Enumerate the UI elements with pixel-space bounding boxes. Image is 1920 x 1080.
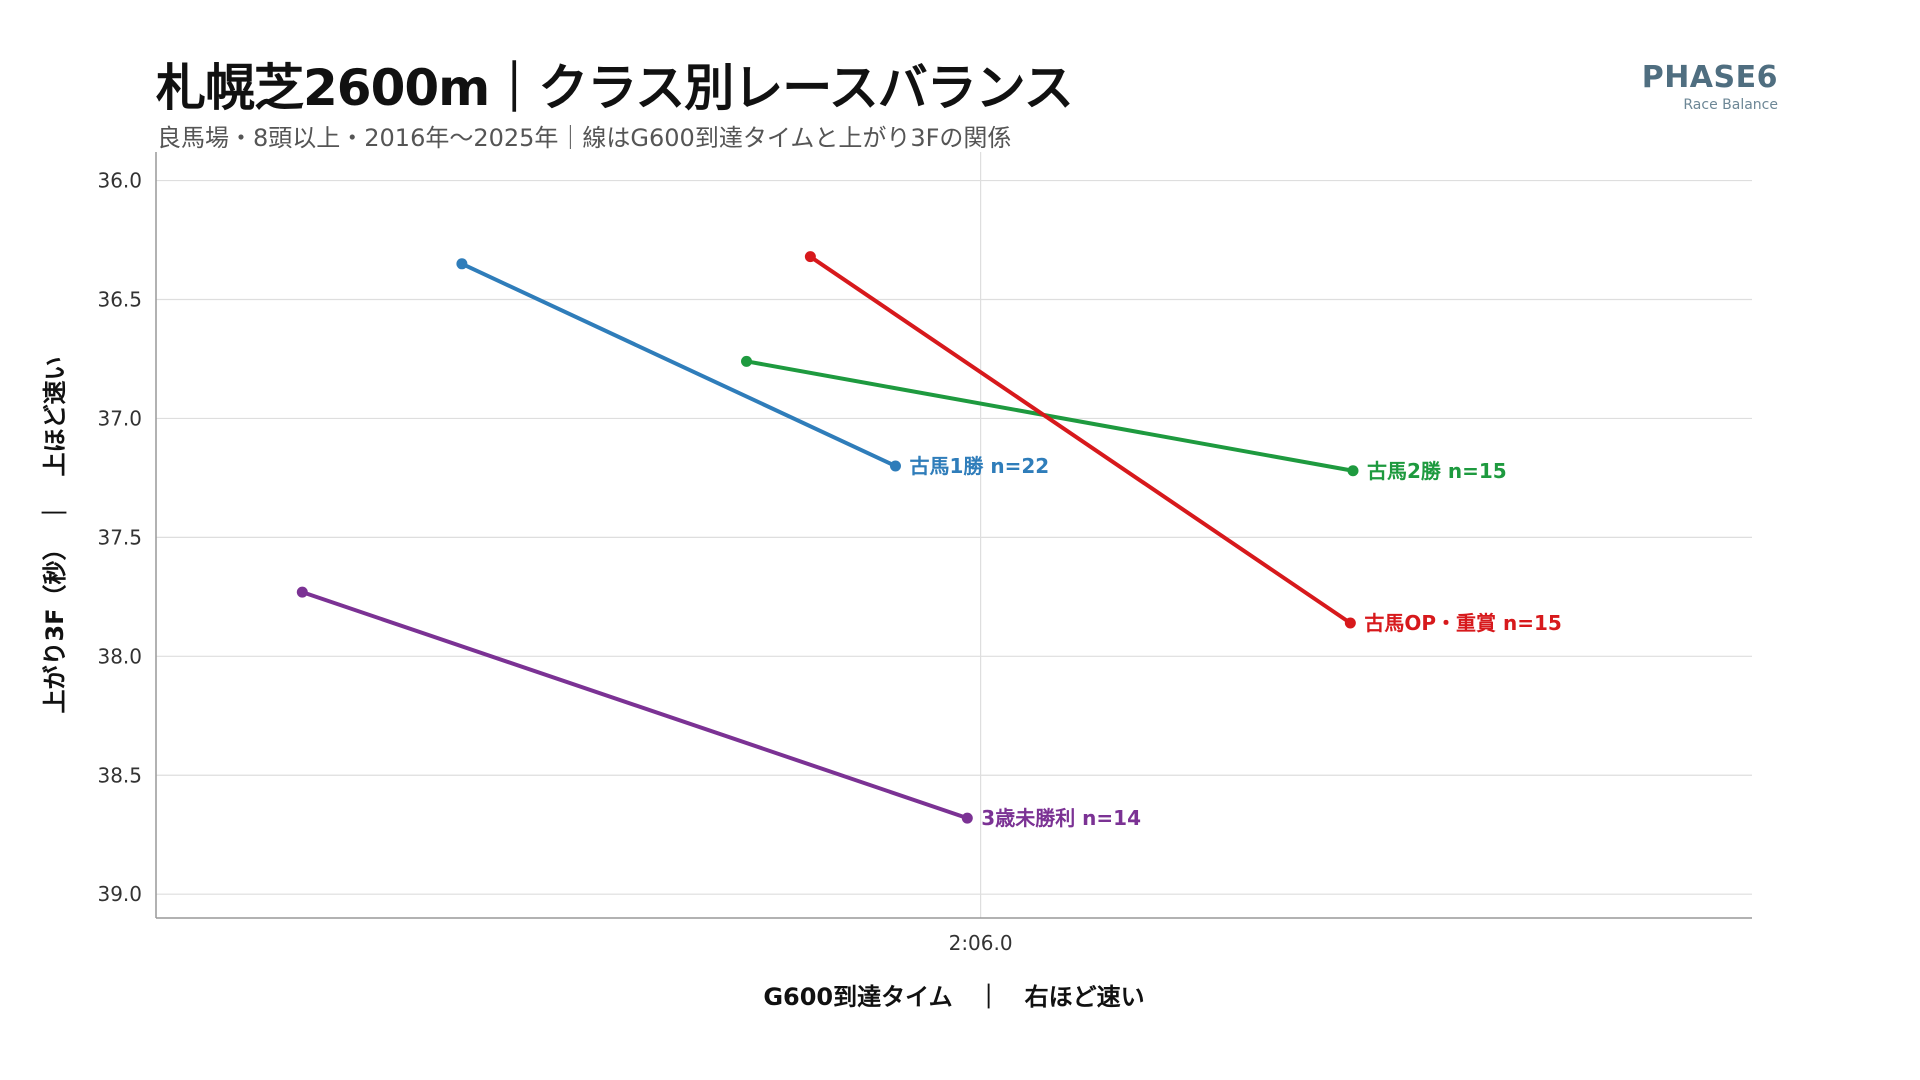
series-label: 3歳未勝利 n=14 [981, 806, 1141, 830]
series-point [961, 812, 973, 824]
chart-title: 札幌芝2600m｜クラス別レースバランス [156, 59, 1074, 117]
brand-logo: PHASE6 Race Balance [1642, 60, 1778, 113]
series-group: 古馬1勝 n=22 古馬2勝 n=15 古馬OP・重賞 n=15 3歳未勝利 n=14 [296, 251, 1562, 830]
series-label: 古馬2勝 n=15 [1367, 459, 1507, 483]
y-tick-label: 36.0 [97, 169, 142, 193]
series-point [804, 251, 816, 263]
series-line [808, 254, 1353, 626]
y-tick-label: 37.0 [97, 406, 142, 430]
series-point [296, 586, 308, 598]
y-tick-label: 39.0 [97, 882, 142, 906]
x-tick-labels: 2:06.0 [949, 931, 1013, 955]
series-label: 古馬1勝 n=22 [909, 454, 1049, 478]
series-point [1347, 465, 1359, 477]
series-point [1344, 617, 1356, 629]
y-tick-labels: 36.0 36.5 37.0 37.5 38.0 38.5 39.0 [97, 169, 142, 907]
series-point [741, 355, 753, 367]
axes [155, 152, 1752, 919]
brand-name: PHASE6 [1641, 60, 1778, 95]
series-label: 古馬OP・重賞 n=15 [1364, 611, 1561, 635]
x-tick-label: 2:06.0 [949, 931, 1013, 955]
series-line [744, 359, 1355, 473]
series-point [456, 258, 468, 270]
brand-tagline: Race Balance [1683, 97, 1778, 113]
y-tick-label: 38.5 [97, 763, 142, 787]
series-line [300, 590, 970, 821]
x-axis-title: G600到達タイム ｜ 右ほど速い [763, 983, 1144, 1011]
grid-lines [156, 152, 1752, 918]
y-tick-label: 36.5 [97, 287, 142, 311]
series-line [459, 261, 898, 469]
y-tick-label: 37.5 [97, 525, 142, 549]
y-tick-label: 38.0 [97, 644, 142, 668]
series-point [889, 460, 901, 472]
chart-subtitle: 良馬場・8頭以上・2016年〜2025年｜線はG600到達タイムと上がり3Fの関… [157, 124, 1012, 152]
y-axis-title: 上がり3F（秒） ｜ 上ほど速い [41, 356, 69, 713]
